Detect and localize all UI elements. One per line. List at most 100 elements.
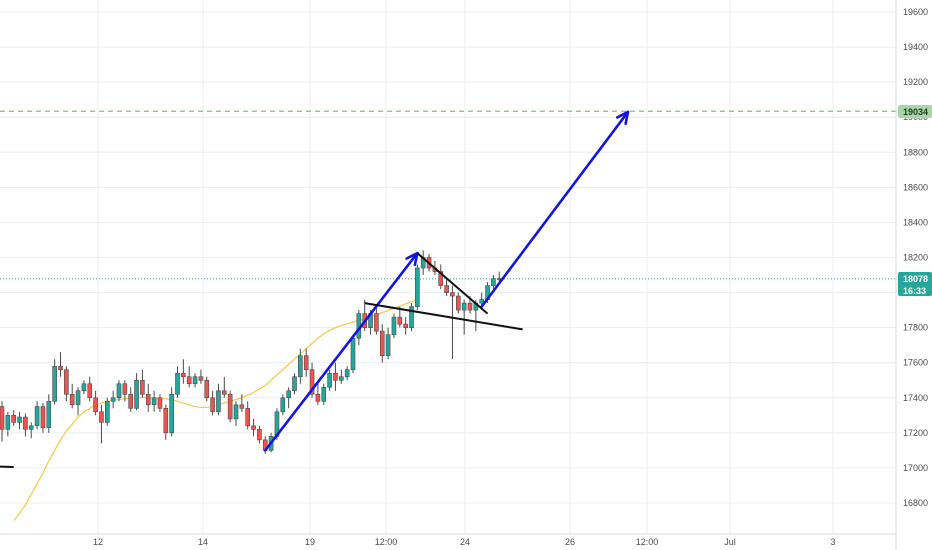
candle-body[interactable] [245, 408, 250, 427]
target-price-badge: 19034 [898, 105, 932, 118]
candle-body[interactable] [391, 316, 397, 335]
candle-body[interactable] [379, 330, 385, 356]
candle-body[interactable] [455, 295, 461, 311]
candle-body[interactable] [122, 383, 128, 395]
candle-body[interactable] [169, 393, 174, 434]
candle-body[interactable] [344, 369, 350, 378]
candle-body[interactable] [385, 334, 391, 356]
trendline[interactable] [364, 302, 523, 331]
candle-body[interactable] [239, 404, 245, 409]
moving-average-layer [13, 299, 418, 521]
candle-body[interactable] [461, 302, 467, 311]
y-tick-label: 17800 [903, 323, 928, 333]
candle-body[interactable] [64, 369, 69, 395]
candle-body[interactable] [280, 397, 286, 413]
candle-body[interactable] [116, 383, 122, 399]
candle-body[interactable] [333, 372, 338, 381]
last-price-label: 18078 [903, 274, 928, 284]
candle-body[interactable] [128, 393, 133, 409]
y-tick-label: 18400 [903, 217, 928, 227]
candle-body[interactable] [69, 393, 75, 406]
projection-arrow-line[interactable] [263, 251, 419, 452]
x-tick-label: 26 [565, 537, 575, 547]
candle-body[interactable] [409, 306, 414, 328]
projection-arrow-line[interactable] [480, 110, 630, 308]
candle-body[interactable] [479, 299, 485, 304]
candle-body[interactable] [444, 285, 449, 293]
candle-body[interactable] [204, 379, 210, 399]
candle-body[interactable] [140, 379, 145, 395]
candle-body[interactable] [309, 369, 315, 395]
candle-body[interactable] [17, 416, 22, 423]
candle-body[interactable] [327, 372, 332, 388]
candle-body[interactable] [192, 376, 198, 385]
candle-body[interactable] [40, 406, 46, 428]
candle-body[interactable] [251, 425, 256, 430]
candle-body[interactable] [450, 292, 455, 297]
candle-body[interactable] [157, 397, 163, 409]
candle-body[interactable] [374, 313, 379, 332]
candle-body[interactable] [315, 393, 321, 402]
candle-body[interactable] [210, 397, 215, 413]
candle-body[interactable] [5, 415, 11, 430]
candle-body[interactable] [397, 316, 403, 325]
candle-body[interactable] [403, 323, 408, 328]
x-tick-label: Jul [724, 537, 736, 547]
candle-body[interactable] [198, 376, 204, 381]
target-price-label: 19034 [903, 107, 928, 117]
candle-body[interactable] [46, 400, 52, 428]
candle-body[interactable] [415, 267, 420, 307]
candle-body[interactable] [186, 376, 192, 385]
candle-body[interactable] [233, 404, 239, 420]
candle-body[interactable] [145, 393, 151, 406]
candle-body[interactable] [181, 372, 186, 378]
candle-body[interactable] [292, 376, 297, 392]
candle-body[interactable] [81, 383, 87, 392]
candle-body[interactable] [93, 397, 98, 413]
candle-body[interactable] [227, 393, 233, 420]
candle-body[interactable] [151, 397, 157, 406]
y-tick-label: 19200 [903, 77, 928, 87]
candle-body[interactable] [28, 425, 34, 430]
candle-body[interactable] [467, 302, 473, 311]
time-scale[interactable]: 12 14 19 12:00 24 26 12:00 Jul 3 [93, 537, 836, 547]
candle-body[interactable] [321, 386, 327, 402]
y-tick-label: 17400 [903, 393, 928, 403]
x-tick-label: 14 [198, 537, 208, 547]
candle-body[interactable] [491, 278, 496, 286]
x-tick-label: 24 [460, 537, 470, 547]
candle-body[interactable] [163, 408, 169, 434]
candle-body[interactable] [0, 406, 5, 430]
candle-body[interactable] [34, 406, 40, 427]
candle-body[interactable] [75, 390, 81, 406]
candle-body[interactable] [175, 372, 180, 395]
candle-body[interactable] [303, 355, 309, 371]
target-price-badge-bg [898, 105, 932, 118]
candle-body[interactable] [52, 365, 57, 402]
candle-body[interactable] [87, 383, 93, 399]
x-tick-label: 3 [830, 537, 835, 547]
candle-body[interactable] [134, 379, 139, 409]
candle-body[interactable] [99, 411, 104, 423]
y-tick-label: 18200 [903, 253, 928, 263]
candle-body[interactable] [286, 390, 291, 399]
candle-body[interactable] [110, 397, 116, 402]
trendline[interactable] [416, 252, 489, 315]
drawing-tools-layer[interactable] [0, 110, 630, 469]
candle-body[interactable] [216, 390, 221, 413]
trendline[interactable] [0, 465, 14, 469]
x-tick-label: 19 [305, 537, 315, 547]
candle-body[interactable] [350, 337, 356, 371]
candle-body[interactable] [58, 365, 63, 371]
price-scale[interactable]: 1960019400192001900018800186001840018200… [903, 7, 928, 508]
candle-body[interactable] [222, 390, 227, 395]
candle-body[interactable] [23, 416, 28, 430]
candle-body[interactable] [257, 429, 262, 441]
candle-body[interactable] [11, 415, 16, 423]
moving-average-line [13, 299, 418, 521]
candle-body[interactable] [298, 355, 303, 378]
candle-body[interactable] [338, 376, 344, 381]
candle-body[interactable] [105, 400, 110, 423]
